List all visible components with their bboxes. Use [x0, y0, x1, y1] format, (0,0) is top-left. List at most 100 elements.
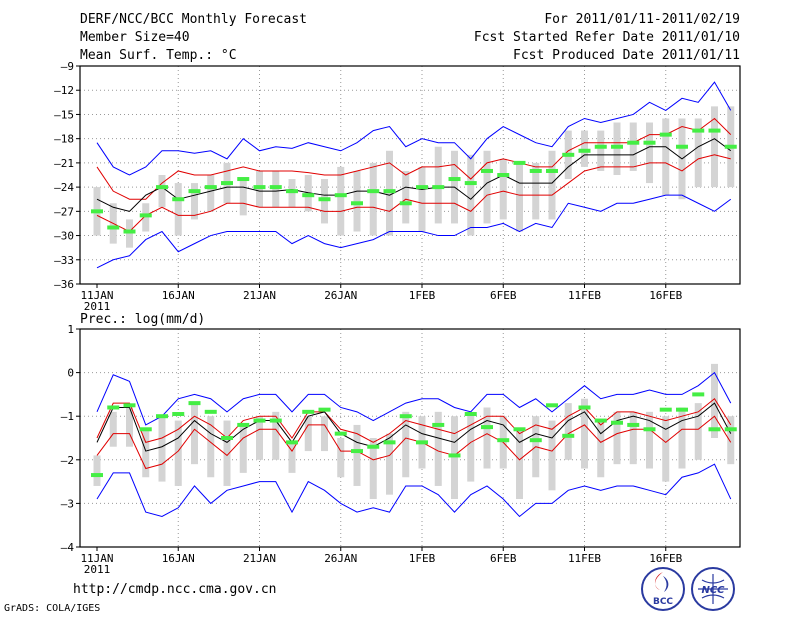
prec-frame: [79, 328, 741, 548]
temp-median-mark: [221, 181, 233, 186]
prec-box: [191, 403, 198, 465]
prec-box: [711, 363, 718, 438]
prec-ytick-label: –4: [61, 541, 75, 554]
prec-box: [678, 407, 686, 469]
temp-ytick-label: –36: [54, 278, 74, 291]
prec-box: [386, 433, 393, 495]
prec-xtick-label: 21JAN: [243, 552, 276, 565]
temp-median-mark: [253, 185, 266, 190]
fcst-produced-date: Fcst Produced Date 2011/01/11: [513, 48, 740, 63]
prec-box: [516, 429, 523, 500]
temp-ytick-label: –15: [54, 108, 74, 121]
prec-xtick-label: 1FEB: [409, 552, 436, 565]
prec-box: [142, 429, 150, 478]
temp-median-mark: [481, 168, 493, 173]
prec-median-mark: [334, 431, 347, 436]
temp-box: [711, 106, 718, 188]
prec-box: [451, 416, 458, 500]
prec-median-mark: [546, 403, 558, 408]
temp-box: [532, 162, 540, 220]
temp-box: [239, 179, 247, 216]
temp-line-min: [96, 194, 732, 269]
prec-box: [158, 416, 166, 482]
temp-median-mark: [643, 140, 656, 145]
temp-median-mark: [318, 197, 331, 202]
temp-ytick-label: –21: [54, 157, 74, 170]
prec-ytick-label: 0: [67, 367, 74, 380]
prec-ytick-label: –1: [61, 410, 74, 423]
prec-line-mean: [96, 402, 732, 452]
temp-median-mark: [513, 160, 526, 165]
prec-line-lower: [96, 415, 732, 470]
temp-median-mark: [286, 189, 298, 194]
temp-box: [646, 122, 653, 184]
temp-xtick-label: 11FEB: [568, 289, 601, 302]
temp-box: [467, 154, 475, 236]
temp-line-upper: [96, 117, 732, 200]
prec-median-mark: [659, 407, 672, 412]
temp-box: [613, 122, 621, 175]
temp-median-mark: [497, 173, 510, 177]
prec-xtick-label: 6FEB: [490, 552, 517, 565]
prec-median-mark: [529, 438, 542, 443]
temp-ytick-label: –24: [54, 181, 74, 194]
temp-xtick-label: 26JAN: [324, 289, 357, 302]
temp-xtick-label: 16FEB: [649, 289, 682, 302]
prec-median-mark: [513, 427, 526, 432]
temp-median-mark: [659, 132, 672, 137]
prec-median-mark: [611, 420, 623, 425]
prec-median-mark: [188, 401, 201, 406]
temp-median-mark: [464, 181, 477, 186]
prec-median-mark: [139, 427, 152, 432]
prec-median-mark: [448, 453, 461, 458]
prec-median-mark: [676, 407, 688, 412]
temp-box: [321, 179, 328, 224]
temp-median-mark: [627, 140, 640, 145]
temp-ytick-label: –9: [61, 60, 74, 73]
temp-median-mark: [578, 148, 591, 153]
prec-box: [597, 420, 605, 478]
temp-box: [499, 158, 507, 220]
temp-median-mark: [676, 144, 688, 149]
prec-median-mark: [692, 392, 705, 397]
prec-box: [564, 403, 572, 460]
temp-median-mark: [172, 197, 185, 202]
prec-line-max: [96, 371, 732, 426]
temp-median-mark: [334, 193, 347, 198]
prec-ytick-label: –3: [61, 497, 74, 510]
prec-median-mark: [351, 449, 363, 454]
prec-median-mark: [156, 414, 168, 419]
temp-line-lower: [96, 154, 731, 233]
prec-median-mark: [464, 412, 477, 417]
prec-box: [629, 411, 637, 465]
prec-median-mark: [172, 412, 185, 417]
prec-median-mark: [578, 405, 591, 410]
temp-box: [516, 162, 523, 232]
temp-line-mean: [96, 138, 732, 212]
temp-median-mark: [399, 201, 412, 206]
prec-median-mark: [237, 422, 250, 427]
temp-median-mark: [562, 152, 575, 157]
prec-box: [304, 416, 312, 452]
temp-box: [434, 146, 442, 224]
temp-box: [126, 219, 133, 248]
temp-median-mark: [91, 209, 103, 214]
temp-median-mark: [302, 193, 315, 198]
temp-box: [174, 183, 182, 236]
prec-box: [93, 455, 101, 486]
prec-box: [402, 411, 410, 478]
prec-line-min: [96, 463, 732, 518]
footer-url[interactable]: http://cmdp.ncc.cma.gov.cn: [73, 582, 277, 597]
temp-box: [483, 150, 491, 224]
temp-median-mark: [156, 185, 168, 190]
temp-box: [629, 122, 637, 171]
temp-xtick-label: 6FEB: [490, 289, 517, 302]
temp-panel: –9 –12 –15 –18 –21 –24 –27 –30 –33 –36 11JAN 16JAN 2…: [54, 60, 741, 313]
temp-median-mark: [367, 189, 380, 194]
temp-ytick-label: –33: [54, 254, 74, 267]
prec-median-mark: [91, 473, 103, 478]
prec-box: [223, 420, 231, 486]
temp-median-mark: [123, 229, 136, 234]
prec-box: [256, 416, 263, 460]
